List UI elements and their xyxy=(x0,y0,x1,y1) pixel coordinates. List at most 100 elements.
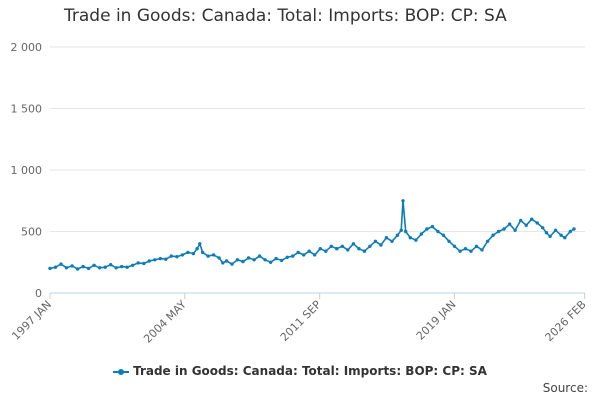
data-point[interactable] xyxy=(324,249,328,253)
data-point[interactable] xyxy=(318,247,322,251)
data-point[interactable] xyxy=(92,263,96,267)
data-point[interactable] xyxy=(530,217,534,221)
data-point[interactable] xyxy=(206,254,210,258)
data-point[interactable] xyxy=(86,266,91,271)
data-point[interactable] xyxy=(186,250,190,255)
data-point[interactable] xyxy=(474,244,479,248)
data-point[interactable] xyxy=(257,254,262,258)
data-point[interactable] xyxy=(235,258,240,262)
data-point[interactable] xyxy=(491,233,495,237)
data-point[interactable] xyxy=(496,229,501,234)
data-point[interactable] xyxy=(302,253,306,257)
data-point[interactable] xyxy=(572,227,576,231)
data-point[interactable] xyxy=(158,256,162,261)
data-point[interactable] xyxy=(502,227,506,231)
data-point[interactable] xyxy=(559,233,563,237)
data-point[interactable] xyxy=(553,228,558,232)
data-point[interactable] xyxy=(296,250,300,255)
data-point[interactable] xyxy=(136,261,140,265)
data-point[interactable] xyxy=(524,223,528,227)
data-point[interactable] xyxy=(335,247,339,251)
data-point[interactable] xyxy=(59,262,63,266)
data-point[interactable] xyxy=(373,239,378,243)
data-point[interactable] xyxy=(175,255,179,259)
data-point[interactable] xyxy=(408,236,412,240)
data-point[interactable] xyxy=(425,227,429,231)
data-point[interactable] xyxy=(268,260,273,264)
data-point[interactable] xyxy=(379,243,383,247)
data-point[interactable] xyxy=(291,254,295,258)
data-point[interactable] xyxy=(279,258,284,263)
data-point[interactable] xyxy=(200,250,205,255)
data-point[interactable] xyxy=(180,253,185,257)
data-point[interactable] xyxy=(414,238,418,242)
data-point[interactable] xyxy=(541,226,545,230)
data-point[interactable] xyxy=(195,247,199,251)
data-point[interactable] xyxy=(480,248,484,252)
data-point[interactable] xyxy=(103,265,107,269)
data-point[interactable] xyxy=(346,248,350,252)
data-point[interactable] xyxy=(548,234,552,239)
data-point[interactable] xyxy=(463,247,468,251)
data-point[interactable] xyxy=(544,231,549,235)
data-point[interactable] xyxy=(430,224,435,229)
data-point[interactable] xyxy=(485,239,490,243)
data-point[interactable] xyxy=(513,228,517,232)
data-point[interactable] xyxy=(329,244,333,248)
data-point[interactable] xyxy=(401,199,405,203)
data-point[interactable] xyxy=(395,233,400,237)
data-point[interactable] xyxy=(307,249,311,253)
data-point[interactable] xyxy=(368,244,372,248)
data-point[interactable] xyxy=(436,229,440,234)
data-point[interactable] xyxy=(169,254,173,258)
data-point[interactable] xyxy=(221,261,225,265)
data-point[interactable] xyxy=(535,221,539,225)
data-point[interactable] xyxy=(70,264,74,268)
data-point[interactable] xyxy=(384,236,389,240)
data-point[interactable] xyxy=(48,266,52,271)
data-point[interactable] xyxy=(153,258,157,262)
data-point[interactable] xyxy=(164,257,168,261)
data-point[interactable] xyxy=(313,253,317,257)
data-point[interactable] xyxy=(452,244,457,248)
data-point[interactable] xyxy=(285,255,289,259)
data-point[interactable] xyxy=(109,263,113,267)
data-point[interactable] xyxy=(519,218,523,223)
data-point[interactable] xyxy=(351,242,356,246)
data-point[interactable] xyxy=(469,249,473,253)
data-point[interactable] xyxy=(142,261,146,266)
data-point[interactable] xyxy=(357,247,361,251)
data-point[interactable] xyxy=(274,256,278,261)
data-point[interactable] xyxy=(224,259,229,263)
data-point[interactable] xyxy=(447,239,451,243)
data-point[interactable] xyxy=(125,265,129,269)
data-point[interactable] xyxy=(64,266,69,270)
data-point[interactable] xyxy=(568,229,572,234)
data-point[interactable] xyxy=(362,249,367,253)
data-point[interactable] xyxy=(114,266,118,270)
data-point[interactable] xyxy=(147,259,151,263)
data-point[interactable] xyxy=(241,259,245,264)
data-point[interactable] xyxy=(404,229,408,234)
data-point[interactable] xyxy=(252,258,256,262)
data-point[interactable] xyxy=(399,228,403,232)
data-point[interactable] xyxy=(419,232,424,236)
data-point[interactable] xyxy=(390,239,394,243)
data-point[interactable] xyxy=(458,249,462,253)
data-point[interactable] xyxy=(53,265,58,269)
data-point[interactable] xyxy=(563,236,567,240)
data-point[interactable] xyxy=(340,244,344,248)
data-point[interactable] xyxy=(263,258,267,262)
data-point[interactable] xyxy=(81,264,85,269)
data-point[interactable] xyxy=(246,256,251,260)
data-point[interactable] xyxy=(217,256,221,260)
data-point[interactable] xyxy=(198,242,202,246)
legend[interactable]: Trade in Goods: Canada: Total: Imports: … xyxy=(0,364,600,378)
data-point[interactable] xyxy=(191,251,196,256)
data-point[interactable] xyxy=(131,263,135,267)
data-point[interactable] xyxy=(230,262,234,266)
data-point[interactable] xyxy=(441,233,446,237)
data-point[interactable] xyxy=(211,253,216,257)
data-point[interactable] xyxy=(75,267,80,271)
data-point[interactable] xyxy=(507,222,512,226)
